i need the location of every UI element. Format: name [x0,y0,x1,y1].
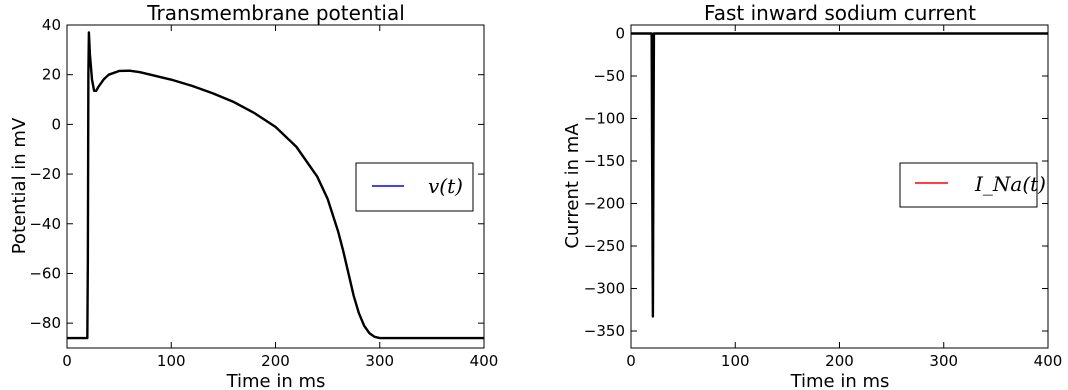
legend: I_Na(t) [899,162,1046,208]
y-tick-label: −350 [584,322,625,340]
legend-label: I_Na(t) [974,172,1046,196]
y-tick-label: −200 [584,195,625,213]
x-tick-label: 200 [825,352,854,370]
chart-sodium-current: Fast inward sodium current 0 100 200 300 400… [562,1,1062,390]
y-tick-label: 40 [42,16,61,34]
y-tick-label: −300 [584,280,625,298]
y-tick-label: 20 [42,66,61,84]
x-tick-label: 300 [365,352,394,370]
x-axis-label: Time in ms [790,371,890,390]
y-tick-label: −250 [584,237,625,255]
plot-frame [630,24,1049,349]
series-group [67,31,484,340]
series-line [631,32,1048,318]
x-tick-label: 0 [62,352,72,370]
tick-group: 0 100 200 300 400 0 −50 −100 −150 −200 −250 −300 −35… [584,25,1063,371]
x-tick-label: 200 [261,352,290,370]
legend: v(t) [355,162,474,212]
chart-title: Transmembrane potential [146,1,405,25]
y-axis-label: Current in mA [562,123,583,249]
x-tick-label: 100 [721,352,750,370]
x-tick-label: 400 [1034,352,1063,370]
y-tick-label: −40 [29,215,61,233]
x-tick-label: 400 [470,352,499,370]
legend-box [899,162,1038,208]
y-tick-label: −60 [29,264,61,282]
legend-label: v(t) [428,174,463,198]
y-tick-label: −80 [29,314,61,332]
series-line [67,31,484,340]
series-group [631,32,1048,318]
x-tick-label: 0 [626,352,636,370]
y-axis-label: Potential in mV [9,117,30,254]
x-tick-label: 100 [157,352,186,370]
y-tick-label: −100 [584,110,625,128]
chart-potential: Transmembrane potential 0 100 200 300 400402… [9,1,498,390]
legend-box [355,162,474,212]
y-tick-label: −20 [29,165,61,183]
y-tick-label: 0 [615,25,625,43]
y-tick-label: −50 [593,67,625,85]
y-tick-label: −150 [584,152,625,170]
y-tick-label: 0 [51,115,61,133]
plot-frame [66,24,485,349]
x-tick-label: 300 [929,352,958,370]
chart-title: Fast inward sodium current [704,1,976,25]
x-axis-label: Time in ms [226,371,326,390]
